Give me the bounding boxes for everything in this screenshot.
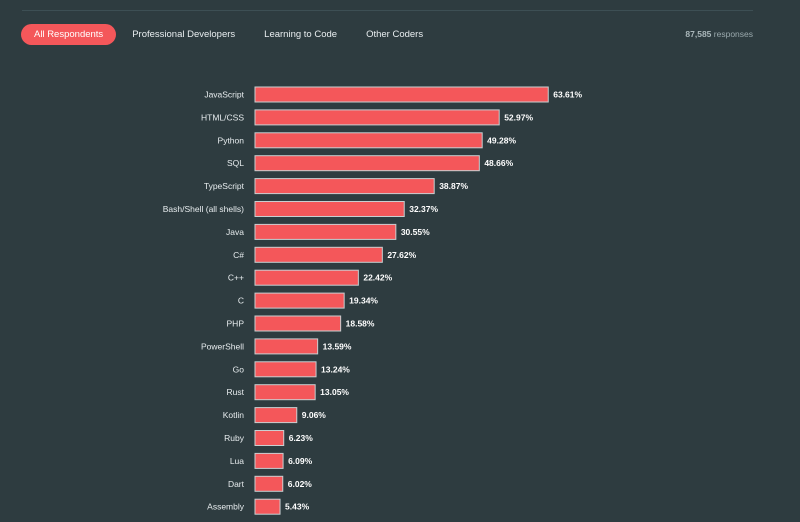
value-label: 19.34% (349, 296, 378, 306)
value-label: 13.05% (320, 387, 349, 397)
bar[interactable] (254, 361, 317, 378)
category-label: SQL (227, 158, 244, 168)
category-label: Assembly (207, 502, 245, 512)
value-label: 6.23% (289, 433, 314, 443)
bar[interactable] (254, 269, 359, 286)
bar[interactable] (254, 132, 483, 149)
responses-number: 87,585 (685, 29, 712, 39)
category-label: HTML/CSS (201, 112, 244, 122)
value-label: 9.06% (302, 410, 327, 420)
bar[interactable] (254, 109, 500, 126)
category-label: C# (233, 250, 244, 260)
bar[interactable] (254, 178, 435, 195)
category-label: PHP (227, 319, 245, 329)
responses-count: 87,585 responses (685, 29, 753, 39)
value-label: 5.43% (285, 502, 310, 512)
bar[interactable] (254, 475, 284, 492)
value-label: 27.62% (387, 250, 416, 260)
respondent-tabs: All Respondents Professional Developers … (21, 24, 439, 45)
category-label: Rust (227, 387, 245, 397)
value-label: 13.24% (321, 364, 350, 374)
value-label: 13.59% (323, 341, 352, 351)
category-label: Java (226, 227, 244, 237)
value-label: 6.02% (288, 479, 313, 489)
bar[interactable] (254, 223, 397, 240)
bar[interactable] (254, 452, 284, 469)
bar[interactable] (254, 86, 549, 103)
bar[interactable] (254, 155, 480, 172)
bar[interactable] (254, 407, 298, 424)
value-label: 52.97% (504, 112, 533, 122)
value-label: 38.87% (439, 181, 468, 191)
category-label: Dart (228, 479, 245, 489)
bar[interactable] (254, 315, 342, 332)
category-label: Ruby (224, 433, 245, 443)
value-label: 48.66% (484, 158, 513, 168)
category-label: JavaScript (204, 90, 244, 100)
tab-other-coders[interactable]: Other Coders (366, 29, 424, 40)
value-label: 32.37% (409, 204, 438, 214)
bar[interactable] (254, 246, 383, 263)
tab-all-respondents[interactable]: All Respondents (21, 24, 117, 45)
category-label: Python (218, 135, 245, 145)
category-label: C (238, 296, 244, 306)
top-divider (22, 10, 753, 11)
category-label: Kotlin (223, 410, 245, 420)
tab-professional-developers[interactable]: Professional Developers (132, 29, 236, 40)
category-label: PowerShell (201, 341, 244, 351)
value-label: 6.09% (288, 456, 313, 466)
bar[interactable] (254, 430, 285, 446)
responses-label: responses (713, 29, 753, 39)
bar[interactable] (254, 201, 405, 217)
tab-learning-to-code[interactable]: Learning to Code (264, 29, 338, 40)
category-label: Lua (230, 456, 244, 466)
value-label: 49.28% (487, 135, 516, 145)
bar[interactable] (254, 498, 281, 515)
bar[interactable] (254, 338, 319, 355)
category-label: C++ (228, 273, 244, 283)
value-label: 30.55% (401, 227, 430, 237)
category-label: Go (233, 364, 245, 374)
bar[interactable] (254, 292, 345, 309)
bar[interactable] (254, 384, 316, 401)
category-label: TypeScript (204, 181, 245, 191)
value-label: 18.58% (346, 319, 375, 329)
category-label: Bash/Shell (all shells) (163, 204, 244, 214)
value-label: 63.61% (553, 90, 582, 100)
value-label: 22.42% (363, 273, 392, 283)
